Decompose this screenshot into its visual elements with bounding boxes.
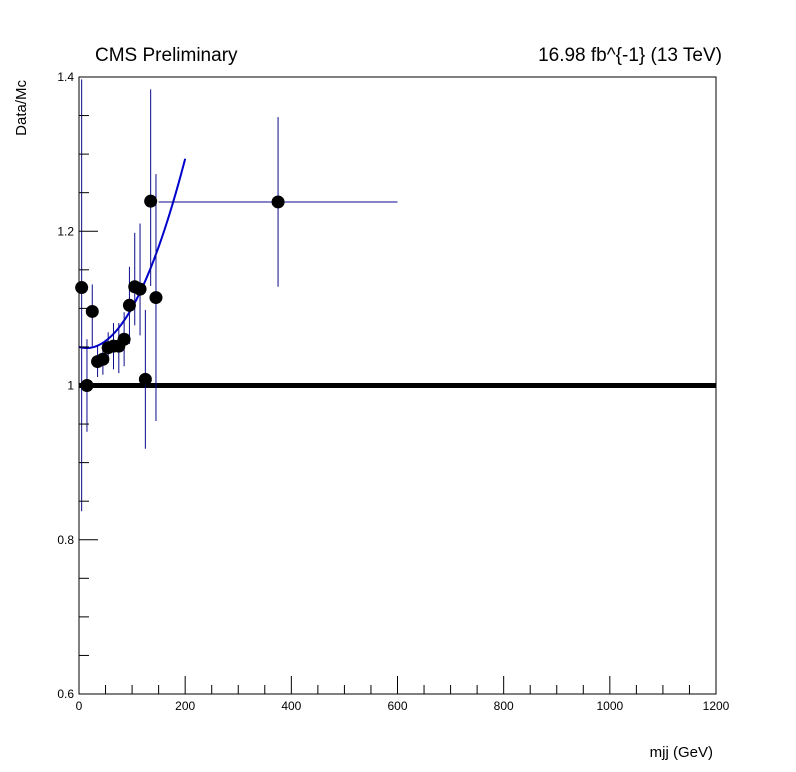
data-point xyxy=(122,298,136,312)
x-tick-label: 800 xyxy=(494,699,514,713)
x-tick-label: 200 xyxy=(175,699,195,713)
data-point xyxy=(75,281,89,295)
fit-layer xyxy=(78,158,187,350)
x-tick-label: 400 xyxy=(281,699,301,713)
x-axis: 0 200 400 600 800 1000 1200 xyxy=(76,676,730,713)
y-tick-label: 0.6 xyxy=(57,687,74,701)
y-axis-label: Data/Mc xyxy=(13,80,30,136)
data-point xyxy=(85,304,99,318)
x-axis-label: mjj (GeV) xyxy=(650,744,713,761)
y-tick-label: 0.8 xyxy=(57,533,74,547)
chart-title-right: 16.98 fb^{-1} (13 TeV) xyxy=(538,45,722,66)
data-point xyxy=(96,352,110,366)
error-bar xyxy=(137,223,143,336)
fit-curve xyxy=(78,158,187,350)
x-tick-label: 0 xyxy=(76,699,83,713)
error-bar xyxy=(148,89,154,287)
data-point xyxy=(117,332,131,346)
data-point xyxy=(138,372,152,386)
y-tick-label: 1.2 xyxy=(57,224,74,238)
y-tick-label: 1 xyxy=(67,379,74,393)
x-tick-label: 600 xyxy=(387,699,407,713)
error-bar-layer xyxy=(79,79,398,512)
data-point xyxy=(271,195,285,209)
x-tick-label: 1200 xyxy=(703,699,730,713)
data-point xyxy=(144,194,158,208)
y-tick-label: 1.4 xyxy=(57,70,74,84)
point-layer xyxy=(75,194,285,392)
y-axis: 0.6 0.8 1 1.2 1.4 xyxy=(57,70,98,701)
data-point xyxy=(149,291,163,305)
error-bar xyxy=(79,79,85,512)
error-bar xyxy=(132,232,138,326)
chart-title-left: CMS Preliminary xyxy=(95,45,238,66)
x-tick-label: 1000 xyxy=(596,699,623,713)
data-point xyxy=(133,282,147,296)
